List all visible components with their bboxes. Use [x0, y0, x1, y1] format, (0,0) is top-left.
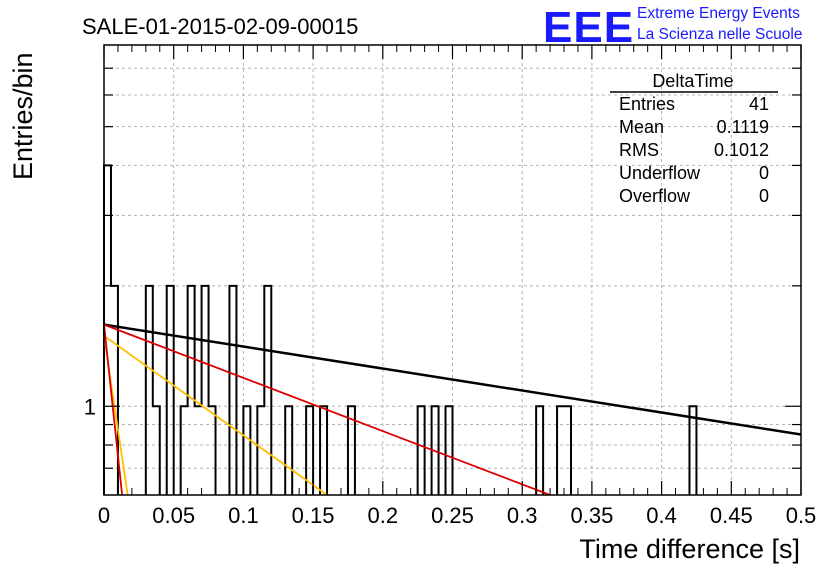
stats-label: Mean	[619, 117, 664, 137]
x-tick-label: 0.45	[710, 503, 753, 528]
histogram-bin	[202, 286, 209, 495]
histogram-bin	[195, 406, 202, 495]
histogram-outline	[103, 164, 698, 495]
eee-logo-line2: La Scienza nelle Scuole	[637, 26, 802, 43]
stats-title: DeltaTime	[652, 71, 733, 91]
histogram-bin	[243, 406, 250, 495]
axes: 0 0.05 0.1 0.15 0.2 0.25 0.3 0.35 0.4 0.45 0.5 1	[84, 45, 817, 528]
y-tick-label: 1	[84, 394, 96, 419]
plot-frame	[103, 44, 802, 496]
x-tick-label: 0.15	[292, 503, 335, 528]
stats-label: Overflow	[619, 186, 691, 206]
histogram-bin	[564, 406, 571, 495]
histogram-bin	[536, 406, 543, 495]
histogram-bin	[188, 286, 195, 495]
eee-logo-line1: Extreme Energy Events	[637, 5, 800, 22]
x-tick-label: 0.05	[152, 503, 195, 528]
fit-line	[103, 323, 551, 496]
histogram-bin	[209, 406, 216, 495]
y-axis-title: Entries/bin	[8, 52, 38, 180]
histogram-bin	[167, 286, 174, 495]
histogram-bin	[285, 406, 292, 495]
histogram-bin	[181, 406, 188, 495]
stats-box: DeltaTime Entries 41 Mean 0.1119 RMS 0.1012 Un…	[610, 71, 778, 206]
stats-value: 41	[749, 94, 769, 114]
x-tick-label: 0.2	[368, 503, 399, 528]
stats-value: 0.1012	[714, 140, 769, 160]
fit-line	[103, 323, 802, 436]
histogram	[103, 164, 698, 495]
x-tick-label: 0.25	[431, 503, 474, 528]
histogram-bin	[264, 286, 271, 495]
fit-lines	[103, 323, 802, 496]
x-tick-label: 0.3	[507, 503, 538, 528]
eee-logo-text: EEE	[543, 3, 634, 52]
stats-value: 0.1119	[717, 117, 769, 137]
histogram-bin	[257, 406, 264, 495]
stats-value: 0	[759, 186, 769, 206]
x-tick-label: 0	[98, 503, 110, 528]
histogram-bin	[446, 406, 453, 495]
histogram-bin	[689, 406, 696, 495]
histogram-bin	[418, 406, 425, 495]
histogram-bin	[229, 286, 236, 495]
stats-label: Entries	[619, 94, 675, 114]
run-title: SALE-01-2015-02-09-00015	[82, 14, 358, 39]
x-tick-label: 0.35	[570, 503, 613, 528]
x-axis-title: Time difference [s]	[579, 534, 800, 564]
histogram-bin	[153, 406, 160, 495]
eee-logo: EEE Extreme Energy Events La Scienza nel…	[543, 3, 802, 52]
x-tick-label: 0.5	[786, 503, 817, 528]
histogram-bin	[557, 406, 564, 495]
stats-label: RMS	[619, 140, 659, 160]
fit-line	[103, 324, 124, 496]
histogram-bin	[320, 406, 327, 495]
x-tick-label: 0.4	[646, 503, 677, 528]
stats-value: 0	[759, 163, 769, 183]
fit-line	[103, 335, 328, 496]
x-tick-label: 0.1	[228, 503, 259, 528]
stats-label: Underflow	[619, 163, 701, 183]
histogram-bin	[146, 286, 153, 495]
